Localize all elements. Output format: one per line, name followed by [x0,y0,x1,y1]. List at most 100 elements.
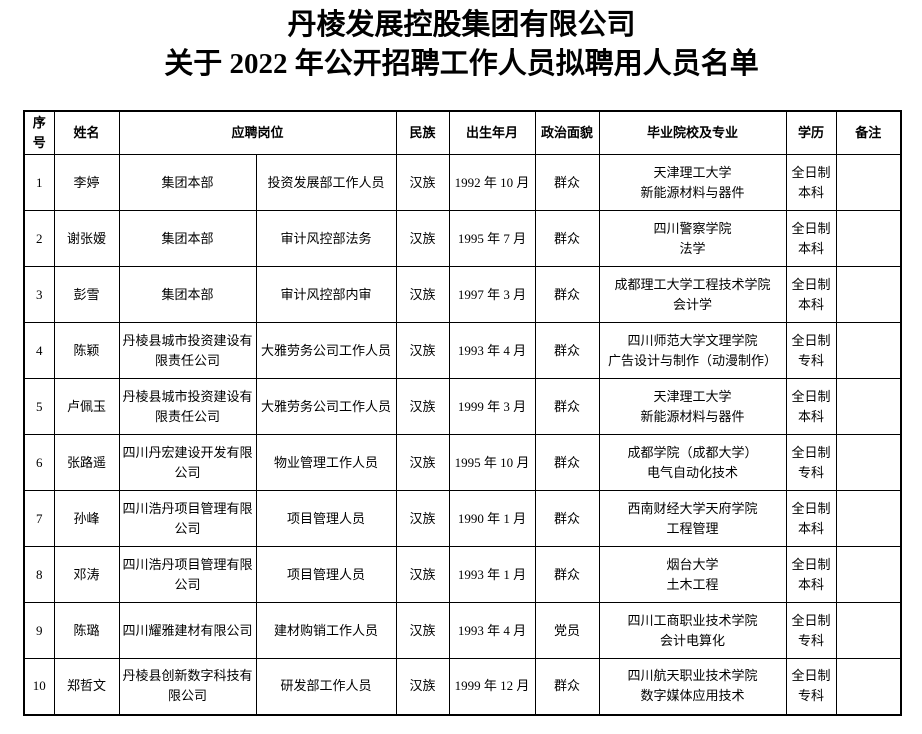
cell-no: 5 [23,378,55,435]
cell-ethnicity: 汉族 [395,154,450,211]
cell-degree-line1: 全日制 [791,388,831,404]
cell-school-major: 成都学院（成都大学） 电气自动化技术 [598,434,787,491]
cell-remark [835,154,902,211]
document-title: 丹棱发展控股集团有限公司 关于 2022 年公开招聘工作人员拟聘用人员名单 [23,6,900,84]
cell-ethnicity: 汉族 [395,378,450,435]
cell-no: 7 [23,490,55,547]
cell-remark [835,210,902,267]
cell-ethnicity: 汉族 [395,658,450,715]
header-remark: 备注 [835,110,902,155]
header-degree: 学历 [785,110,837,155]
cell-no: 8 [23,546,55,603]
cell-position: 大雅劳务公司工作人员 [255,378,397,435]
table-header: 序号 姓名 应聘岗位 民族 出生年月 政治面貌 毕业院校及专业 学历 备注 [23,110,902,155]
cell-degree: 全日制 本科 [785,266,837,323]
table-row: 5 卢佩玉 丹棱县城市投资建设有限责任公司 大雅劳务公司工作人员 汉族 1999… [23,378,902,435]
cell-major: 土木工程 [666,576,719,592]
header-birth: 出生年月 [448,110,536,155]
roster-table: 序号 姓名 应聘岗位 民族 出生年月 政治面貌 毕业院校及专业 学历 备注 1 … [23,110,903,716]
cell-school: 四川警察学院 [653,220,732,236]
cell-birth: 1997 年 3 月 [448,266,536,323]
cell-position: 投资发展部工作人员 [255,154,397,211]
cell-school-major: 西南财经大学天府学院 工程管理 [598,490,787,547]
cell-no: 1 [23,154,55,211]
header-school-major: 毕业院校及专业 [598,110,787,155]
cell-remark [835,546,902,603]
document-title-line2: 关于 2022 年公开招聘工作人员拟聘用人员名单 [164,48,759,80]
cell-no: 2 [23,210,55,267]
cell-school-major: 四川航天职业技术学院 数字媒体应用技术 [598,658,787,715]
cell-degree-line1: 全日制 [791,668,831,684]
cell-company: 四川浩丹项目管理有限公司 [118,546,257,603]
cell-political: 群众 [534,490,600,547]
cell-school-major: 天津理工大学 新能源材料与器件 [598,378,787,435]
cell-birth: 1993 年 4 月 [448,322,536,379]
cell-school: 天津理工大学 [653,388,732,404]
cell-degree-line2: 本科 [798,296,825,312]
cell-position: 项目管理人员 [255,490,397,547]
cell-remark [835,378,902,435]
cell-school: 四川工商职业技术学院 [627,612,758,628]
cell-name: 陈璐 [53,602,120,659]
cell-position: 物业管理工作人员 [255,434,397,491]
table-row: 10 郑哲文 丹棱县创新数字科技有限公司 研发部工作人员 汉族 1999 年 1… [23,658,902,715]
cell-political: 群众 [534,266,600,323]
cell-ethnicity: 汉族 [395,210,450,267]
cell-degree-line1: 全日制 [791,220,831,236]
cell-degree-line2: 本科 [798,184,825,200]
cell-position: 审计风控部内审 [255,266,397,323]
table-row: 7 孙峰 四川浩丹项目管理有限公司 项目管理人员 汉族 1990 年 1 月 群… [23,490,902,547]
cell-ethnicity: 汉族 [395,602,450,659]
cell-birth: 1992 年 10 月 [448,154,536,211]
document-title-line1: 丹棱发展控股集团有限公司 [287,9,636,41]
cell-no: 3 [23,266,55,323]
cell-position: 研发部工作人员 [255,658,397,715]
cell-political: 群众 [534,322,600,379]
cell-school: 西南财经大学天府学院 [627,500,758,516]
cell-political: 群众 [534,658,600,715]
cell-school: 天津理工大学 [653,164,732,180]
table-row: 4 陈颖 丹棱县城市投资建设有限责任公司 大雅劳务公司工作人员 汉族 1993 … [23,322,902,379]
cell-major: 会计学 [673,296,713,312]
cell-ethnicity: 汉族 [395,490,450,547]
cell-degree-line2: 本科 [798,408,825,424]
cell-degree: 全日制 本科 [785,490,837,547]
cell-school: 四川师范大学文理学院 [627,332,758,348]
cell-political: 群众 [534,210,600,267]
cell-ethnicity: 汉族 [395,546,450,603]
table-body: 1 李婷 集团本部 投资发展部工作人员 汉族 1992 年 10 月 群众 天津… [23,154,902,715]
cell-remark [835,490,902,547]
header-ethnicity: 民族 [395,110,450,155]
cell-name: 孙峰 [53,490,120,547]
cell-no: 6 [23,434,55,491]
cell-political: 群众 [534,154,600,211]
cell-birth: 1999 年 3 月 [448,378,536,435]
cell-degree-line1: 全日制 [791,444,831,460]
table-row: 9 陈璐 四川耀雅建材有限公司 建材购销工作人员 汉族 1993 年 4 月 党… [23,602,902,659]
cell-major: 数字媒体应用技术 [640,688,745,704]
cell-position: 建材购销工作人员 [255,602,397,659]
cell-political: 群众 [534,378,600,435]
cell-no: 9 [23,602,55,659]
cell-name: 彭雪 [53,266,120,323]
cell-degree-line2: 专科 [798,464,825,480]
cell-company: 丹棱县创新数字科技有限公司 [118,658,257,715]
cell-school-major: 四川工商职业技术学院 会计电算化 [598,602,787,659]
header-no: 序号 [23,110,55,155]
cell-major: 新能源材料与器件 [640,184,745,200]
cell-remark [835,266,902,323]
cell-major: 电气自动化技术 [647,464,739,480]
cell-degree: 全日制 专科 [785,658,837,715]
cell-company: 集团本部 [118,266,257,323]
header-name: 姓名 [53,110,120,155]
cell-company: 四川丹宏建设开发有限公司 [118,434,257,491]
table-row: 1 李婷 集团本部 投资发展部工作人员 汉族 1992 年 10 月 群众 天津… [23,154,902,211]
cell-company: 四川耀雅建材有限公司 [118,602,257,659]
cell-name: 邓涛 [53,546,120,603]
cell-degree-line2: 专科 [798,688,825,704]
cell-ethnicity: 汉族 [395,434,450,491]
cell-school-major: 四川警察学院 法学 [598,210,787,267]
cell-school: 烟台大学 [666,556,719,572]
cell-name: 李婷 [53,154,120,211]
